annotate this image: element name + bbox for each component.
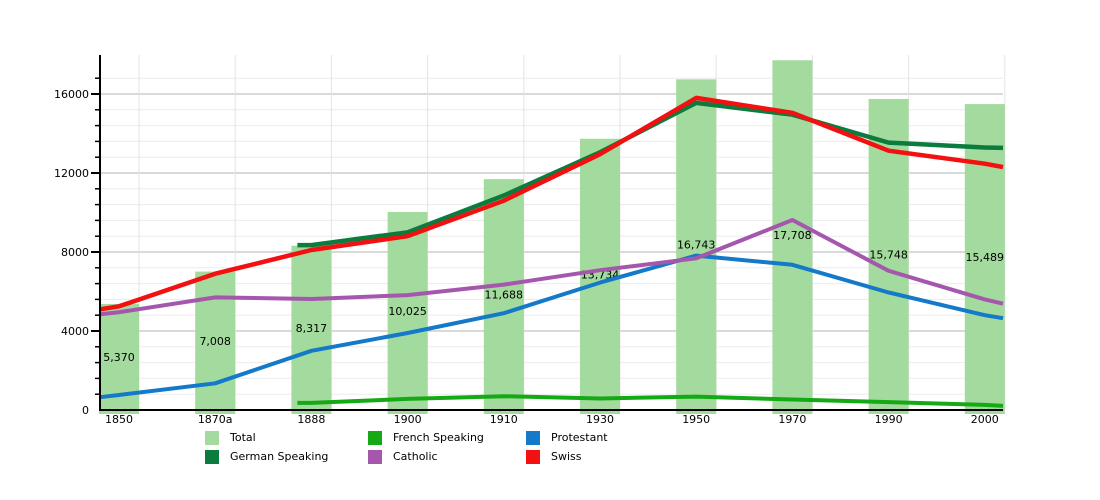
bar-value-label: 16,743 — [677, 239, 716, 252]
legend-item-total: Total — [205, 428, 368, 447]
y-axis-label: 0 — [82, 404, 89, 417]
legend-swatch-protestant-icon — [526, 430, 540, 445]
total-bar-1950 — [676, 79, 717, 415]
legend-item-protestant: Protestant — [526, 428, 666, 447]
series-line-swiss — [99, 95, 1004, 312]
x-axis-label: 1930 — [586, 413, 614, 426]
bar-value-label: 8,317 — [296, 322, 328, 335]
total-bar-2000 — [964, 104, 1005, 414]
bar-value-label: 11,688 — [485, 289, 524, 302]
legend-label-total: Total — [230, 430, 256, 444]
y-axis-label: 12000 — [54, 167, 89, 180]
x-axis-label: 1970 — [778, 413, 806, 426]
legend-item-french-speaking: French Speaking — [368, 428, 526, 447]
series-line-protestant — [99, 253, 1004, 400]
legend-label-protestant: Protestant — [551, 430, 608, 444]
x-axis-label: 1950 — [682, 413, 710, 426]
x-axis-label: 1870a — [198, 413, 233, 426]
series-line-french-speaking — [297, 394, 1004, 408]
total-bar-1888 — [291, 245, 332, 414]
total-bar-1900 — [387, 212, 428, 414]
bar-value-label: 10,025 — [388, 305, 427, 318]
legend-swatch-german-speaking-icon — [205, 449, 219, 464]
legend-swatch-swiss-icon — [526, 449, 540, 464]
legend-swatch-total-icon — [205, 430, 219, 445]
x-axis-label: 1850 — [105, 413, 133, 426]
x-axis-label: 1990 — [875, 413, 903, 426]
series-line-catholic — [99, 218, 1004, 317]
x-axis-label: 1900 — [394, 413, 422, 426]
x-axis-label: 1888 — [297, 413, 325, 426]
bar-value-label: 7,008 — [199, 335, 231, 348]
legend-item-swiss: Swiss — [526, 447, 666, 466]
y-axis-label: 16000 — [54, 88, 89, 101]
y-axis-label: 4000 — [61, 325, 89, 338]
chart-legend: Total German Speaking French Speaking Ca… — [205, 428, 666, 466]
x-axis-label: 2000 — [971, 413, 999, 426]
bar-value-label: 17,708 — [773, 229, 812, 242]
bar-value-label: 15,748 — [869, 248, 908, 261]
legend-item-catholic: Catholic — [368, 447, 526, 466]
total-bar-1910 — [483, 179, 524, 414]
y-axis-label: 8000 — [61, 246, 89, 259]
total-bar-1930 — [580, 138, 620, 415]
legend-label-catholic: Catholic — [393, 449, 438, 463]
legend-swatch-french-speaking-icon — [368, 430, 382, 445]
legend-swatch-catholic-icon — [368, 449, 382, 464]
bar-value-label: 15,489 — [966, 251, 1005, 264]
total-bar-1870a — [195, 271, 236, 414]
x-axis-label: 1910 — [490, 413, 518, 426]
bar-value-label: 5,370 — [103, 351, 135, 364]
legend-label-french-speaking: French Speaking — [393, 430, 484, 444]
legend-label-swiss: Swiss — [551, 449, 582, 463]
legend-item-german-speaking: German Speaking — [205, 447, 368, 466]
legend-label-german-speaking: German Speaking — [230, 449, 329, 463]
